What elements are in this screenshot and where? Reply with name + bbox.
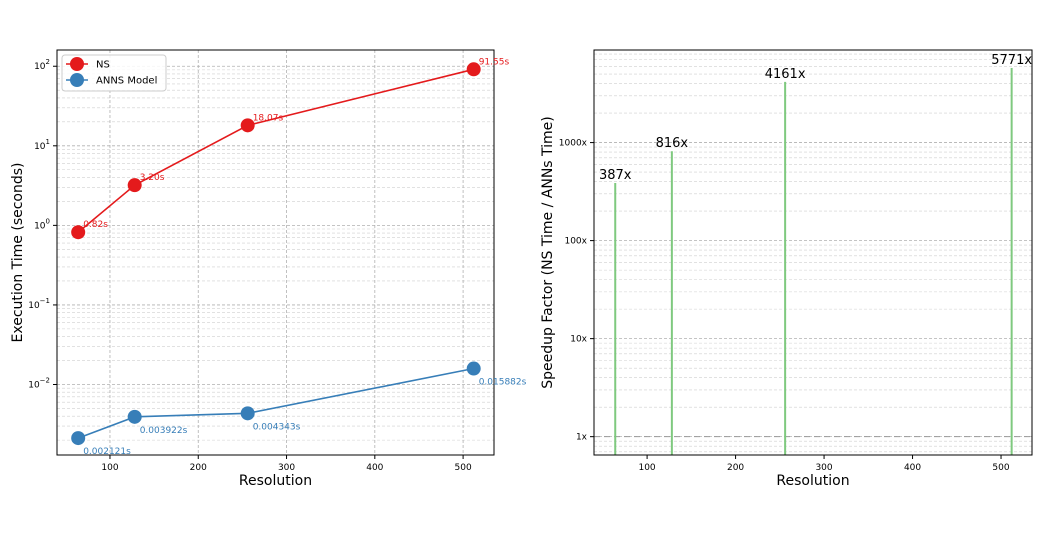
x-axis-label: Resolution [239, 473, 312, 489]
data-point [127, 409, 142, 424]
data-label: 18.07s [253, 113, 284, 123]
speedup-chart: 387x 816x 4161x 5771x 100 200 300 400 500 1x 10x 10… [540, 49, 1033, 489]
legend: NS ANNS Model [61, 54, 167, 92]
data-point [466, 361, 481, 376]
bar [670, 151, 673, 455]
legend-label: ANNS Model [96, 76, 157, 87]
series-line-anns-model [77, 367, 474, 439]
y-tick-label: 1000x [559, 139, 588, 149]
data-label: 0.015882s [479, 378, 527, 388]
x-axis-label: Resolution [776, 473, 849, 489]
data-point [71, 431, 86, 446]
x-tick-label: 300 [815, 463, 832, 473]
series-line-ns [77, 68, 474, 233]
y-tick-label: 100x [564, 237, 587, 247]
x-tick-label: 200 [190, 463, 207, 473]
data-label: 0.82s [83, 220, 108, 230]
y-tick-label: 1x [576, 433, 588, 443]
data-point [71, 225, 86, 240]
plot-frame [593, 49, 1033, 456]
plot-frame [56, 49, 495, 456]
legend-marker [70, 73, 84, 87]
data-point [466, 62, 481, 77]
y-tick-label: 102 [34, 58, 50, 72]
data-point [240, 406, 255, 421]
bar-label: 816x [656, 136, 689, 151]
x-tick-label: 400 [366, 463, 383, 473]
x-tick-label: 300 [278, 463, 295, 473]
y-tick-label: 100 [34, 217, 50, 231]
bar [784, 81, 787, 455]
y-axis-label: Speedup Factor (NS Time / ANNs Time) [540, 116, 556, 389]
data-label: 0.002121s [83, 447, 131, 457]
x-tick-label: 200 [727, 463, 744, 473]
bar [1010, 67, 1013, 456]
legend-marker [70, 57, 84, 71]
execution-time-chart: 100 200 300 400 500 10−2 10−1 100 101 102 Resoluti… [10, 49, 527, 489]
data-label: 0.004343s [253, 422, 301, 432]
y-tick-label: 10x [570, 335, 587, 345]
bar [614, 182, 617, 455]
y-tick-label: 10−2 [28, 377, 50, 391]
y-tick-label: 101 [34, 138, 50, 152]
y-axis-label: Execution Time (seconds) [10, 162, 26, 342]
bar-label: 387x [599, 168, 632, 183]
x-tick-label: 500 [992, 463, 1009, 473]
bar-label: 5771x [991, 53, 1032, 68]
data-label: 0.003922s [140, 426, 188, 436]
data-label: 3.20s [140, 173, 165, 183]
data-point [240, 118, 255, 133]
legend-label: NS [96, 60, 110, 71]
data-label: 91.55s [479, 57, 510, 67]
data-point [127, 178, 142, 193]
y-tick-label: 10−1 [28, 297, 50, 311]
bar-label: 4161x [765, 67, 806, 82]
x-tick-label: 500 [455, 463, 472, 473]
x-tick-label: 100 [638, 463, 655, 473]
x-tick-label: 400 [904, 463, 921, 473]
x-tick-label: 100 [101, 463, 118, 473]
